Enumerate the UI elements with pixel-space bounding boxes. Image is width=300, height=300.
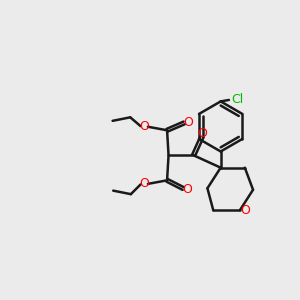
Text: O: O	[197, 127, 207, 140]
Text: O: O	[139, 177, 149, 190]
Text: O: O	[139, 120, 149, 133]
Text: O: O	[240, 204, 250, 217]
Text: O: O	[183, 116, 193, 129]
Text: Cl: Cl	[231, 93, 243, 106]
Text: O: O	[182, 183, 192, 196]
